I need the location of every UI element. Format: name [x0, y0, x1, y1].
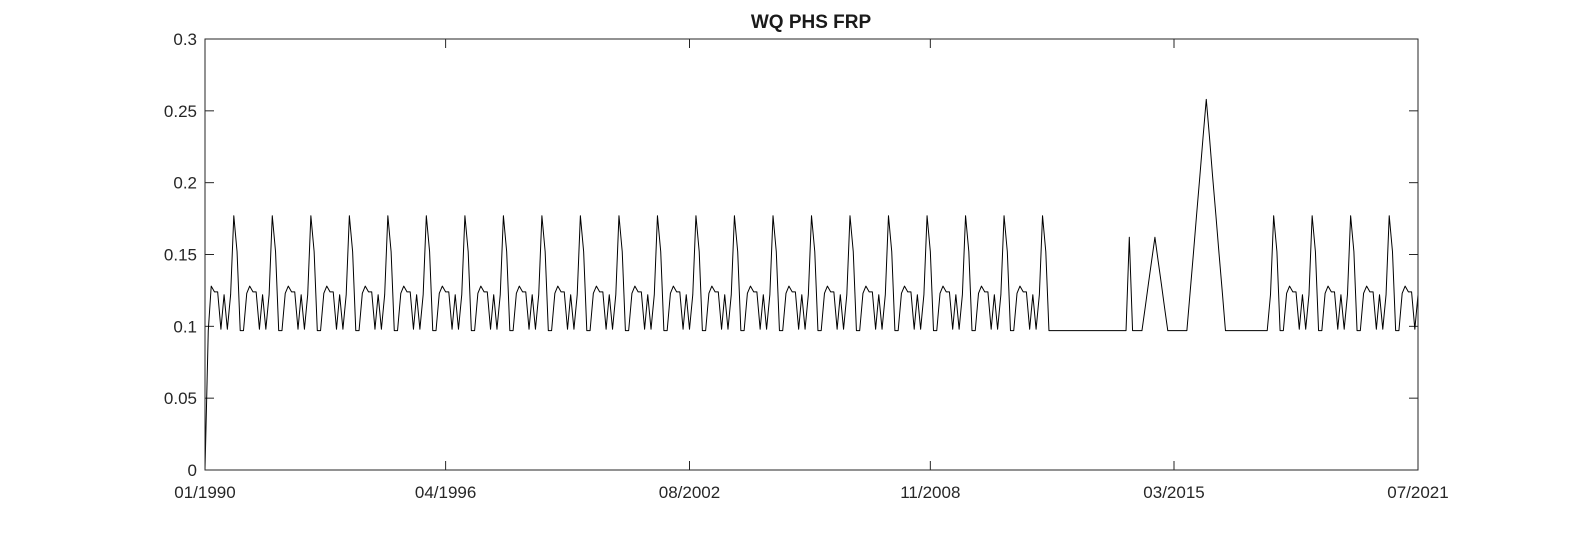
x-tick-label: 04/1996 — [415, 483, 476, 502]
x-tick-label: 08/2002 — [659, 483, 720, 502]
series-line — [204, 98, 1419, 471]
x-axis: 01/1990 04/1996 08/2002 11/2008 03/2015 07/20… — [174, 39, 1449, 502]
x-tick-label: 03/2015 — [1143, 483, 1204, 502]
x-tick-label: 11/2008 — [900, 483, 960, 502]
y-tick-label: 0.1 — [173, 317, 197, 336]
y-tick-label: 0.25 — [164, 102, 197, 121]
y-tick-label: 0.15 — [164, 246, 197, 265]
y-tick-label: 0.05 — [164, 389, 197, 408]
y-tick-label: 0 — [188, 461, 197, 480]
axes-frame — [204, 38, 1419, 471]
x-tick-label: 07/2021 — [1387, 483, 1448, 502]
plot-area — [205, 39, 1418, 470]
y-tick-label: 0.3 — [173, 30, 197, 49]
chart-title: WQ PHS FRP — [751, 12, 872, 33]
y-tick-label: 0.2 — [173, 174, 197, 193]
x-tick-label: 01/1990 — [174, 483, 235, 502]
y-axis: 0 0.05 0.1 0.15 0.2 0.25 0.3 — [164, 30, 1418, 480]
